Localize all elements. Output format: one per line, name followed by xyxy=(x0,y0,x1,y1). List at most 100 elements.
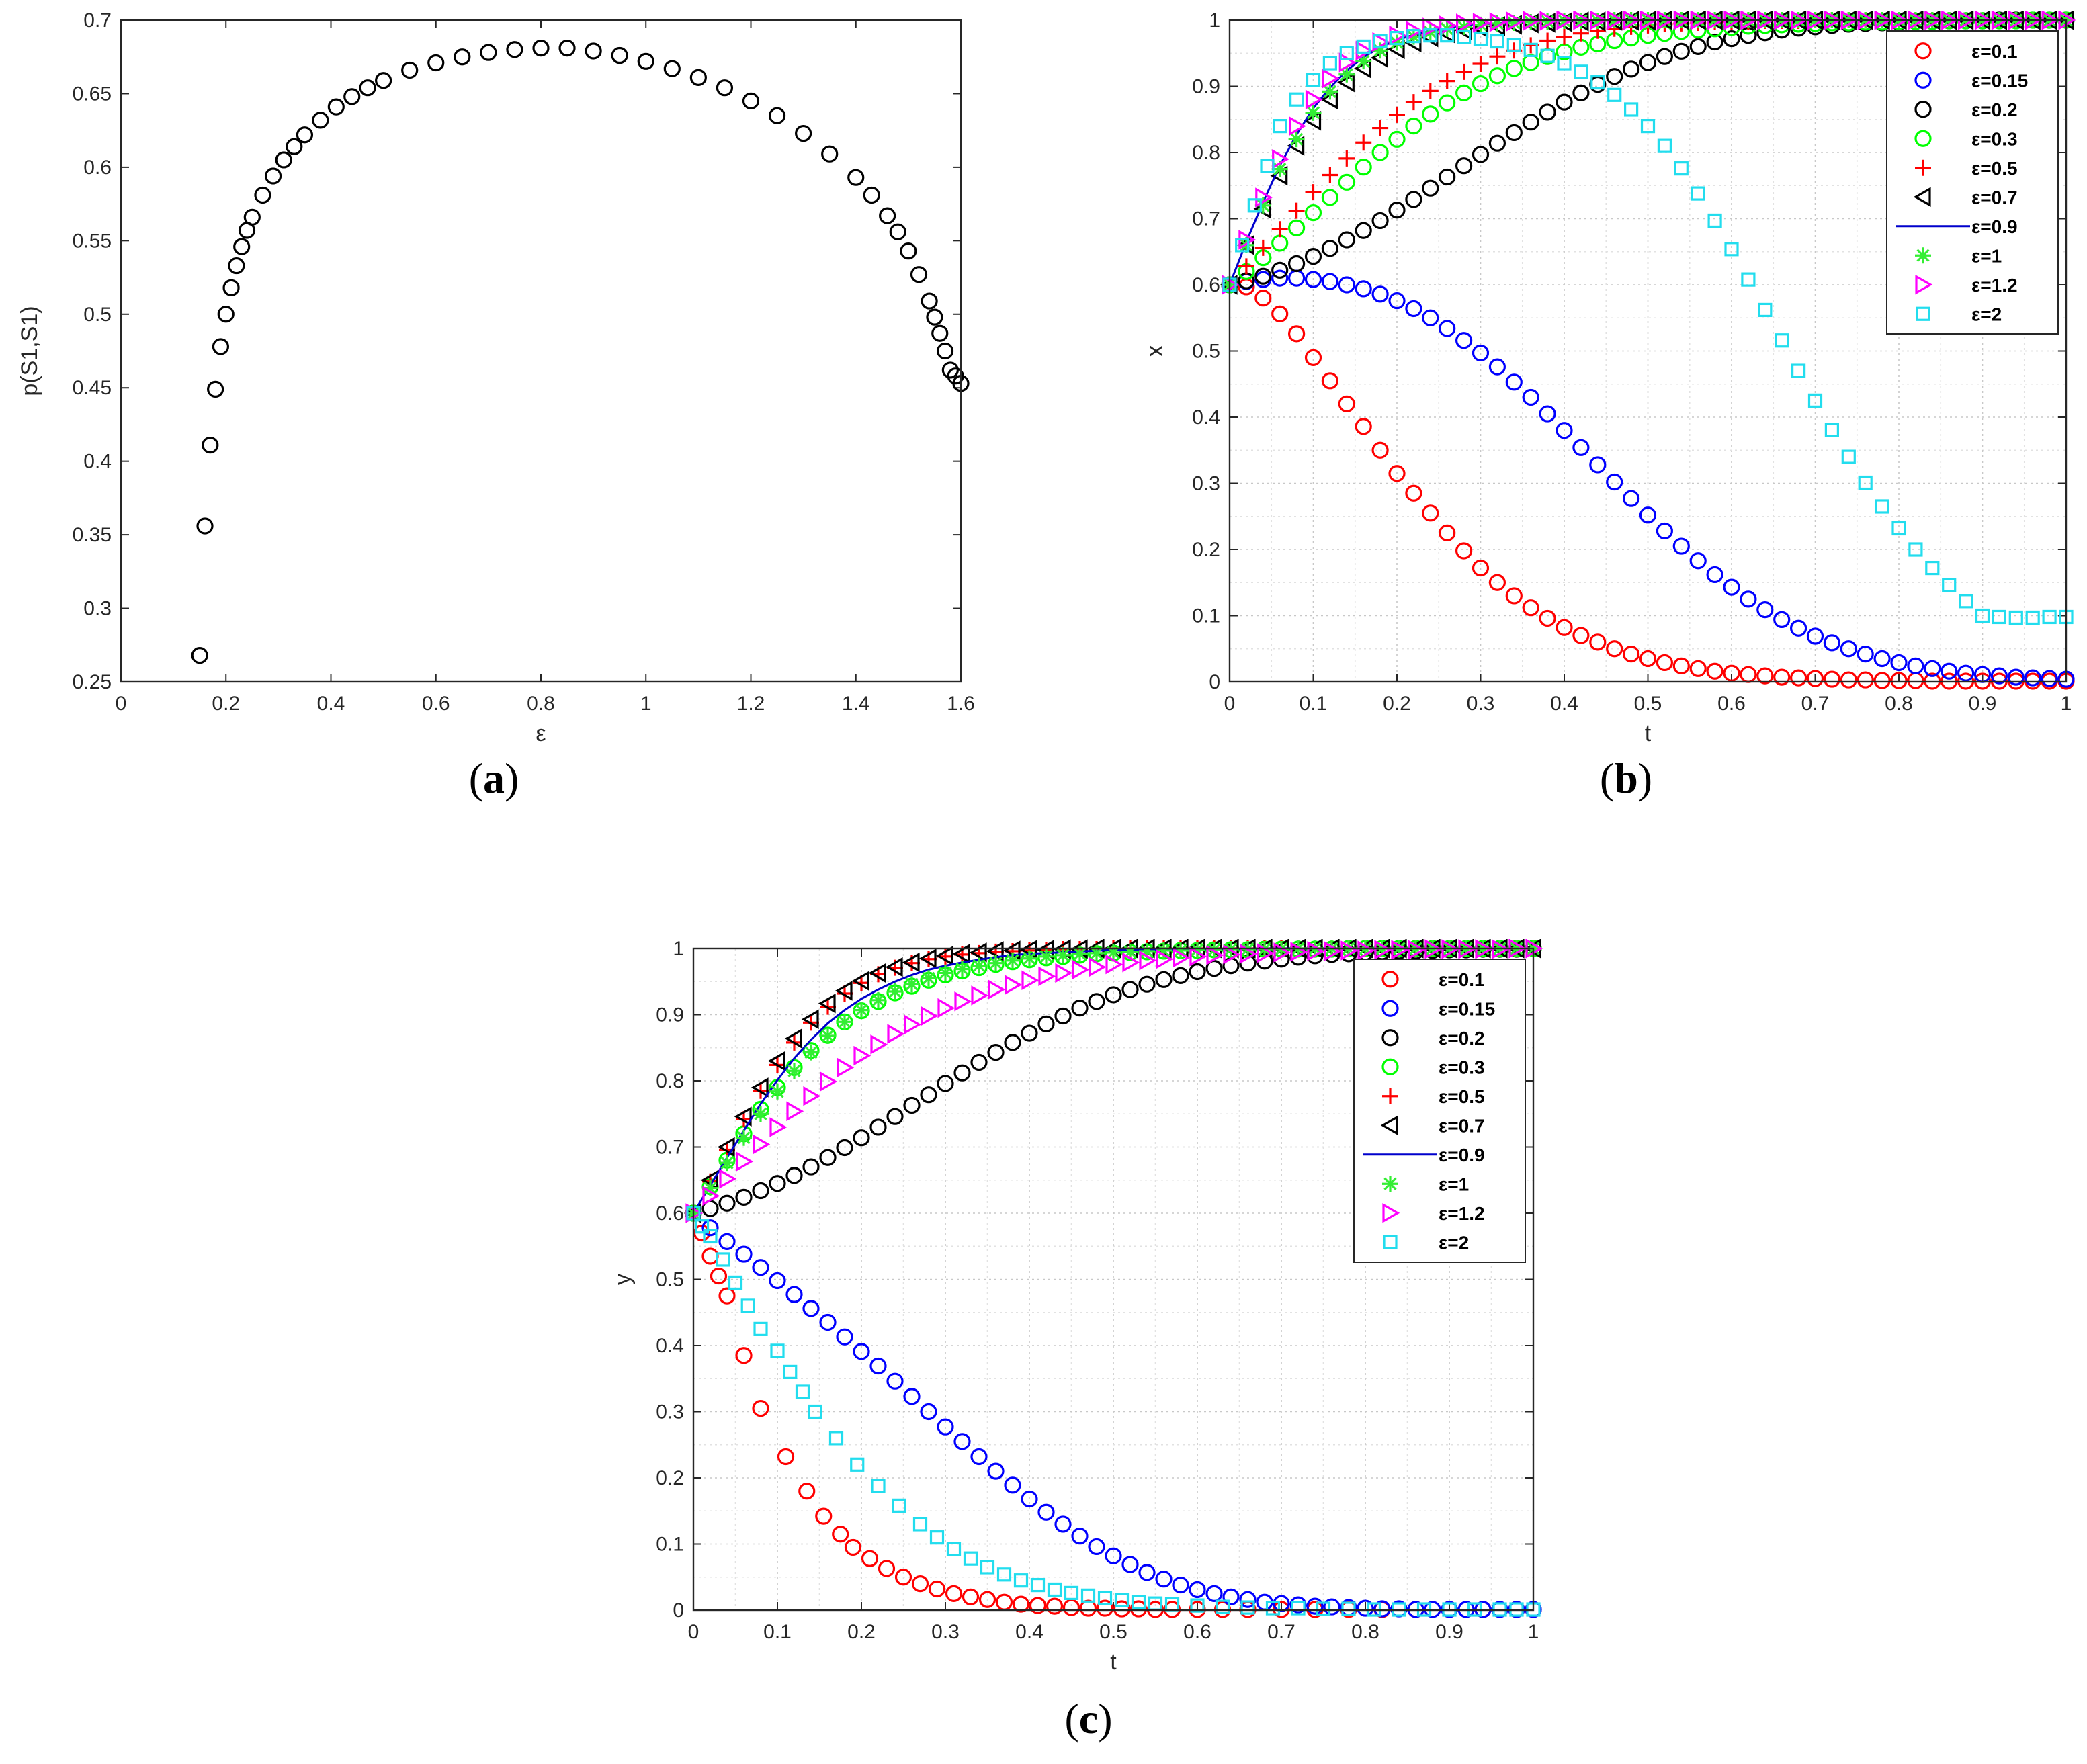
data-point xyxy=(1189,1581,1206,1599)
data-point xyxy=(694,1219,710,1234)
data-point xyxy=(1490,34,1504,49)
data-point xyxy=(1455,63,1472,80)
y-tick-label: 0.1 xyxy=(1192,605,1220,627)
data-point xyxy=(1405,484,1422,502)
legend-label: ε=0.9 xyxy=(1439,1145,1485,1165)
data-point xyxy=(900,242,917,260)
data-point xyxy=(1472,146,1490,163)
data-point xyxy=(1623,490,1640,507)
data-point xyxy=(1539,32,1556,49)
data-point xyxy=(2008,610,2023,625)
data-point xyxy=(769,1272,786,1290)
data-point xyxy=(1723,30,1740,48)
data-point xyxy=(1606,473,1623,491)
data-point xyxy=(1723,578,1740,596)
legend-marker xyxy=(1382,1088,1398,1104)
data-point xyxy=(904,1014,922,1035)
data-point xyxy=(752,1182,769,1200)
data-point xyxy=(1205,959,1223,977)
data-point xyxy=(716,79,734,97)
data-point xyxy=(1304,248,1322,265)
data-point xyxy=(718,1287,736,1305)
data-point xyxy=(828,1431,844,1446)
legend-label: ε=0.2 xyxy=(1439,1028,1485,1049)
y-tick-label: 0.45 xyxy=(73,377,112,399)
data-point xyxy=(1623,60,1640,78)
data-point xyxy=(837,1057,855,1078)
data-point xyxy=(783,1364,798,1380)
data-point xyxy=(920,1086,937,1104)
data-point xyxy=(1321,273,1339,290)
data-point xyxy=(886,1108,904,1125)
legend-label: ε=0.9 xyxy=(1971,216,2018,237)
data-point xyxy=(1371,441,1389,459)
data-point xyxy=(1355,53,1372,70)
data-point xyxy=(832,1526,849,1543)
data-point xyxy=(1271,269,1289,287)
data-point xyxy=(1321,189,1339,206)
y-tick-label: 0 xyxy=(1209,671,1220,693)
data-point xyxy=(1674,161,1689,176)
data-point xyxy=(1374,940,1392,960)
data-point xyxy=(2024,669,2041,687)
data-point xyxy=(736,1129,752,1146)
data-point xyxy=(1455,84,1473,101)
data-point xyxy=(887,983,903,1000)
data-point xyxy=(1488,358,1506,376)
y-tick-label: 0.8 xyxy=(1192,142,1220,164)
data-point xyxy=(978,1591,996,1608)
data-point xyxy=(1472,56,1489,73)
y-tick-label: 0.3 xyxy=(1192,473,1220,495)
data-point xyxy=(808,1404,822,1419)
data-point xyxy=(1240,944,1258,964)
data-point xyxy=(1071,1528,1089,1545)
data-point xyxy=(1706,662,1723,680)
data-point xyxy=(1004,1034,1021,1051)
data-point xyxy=(1105,986,1122,1004)
legend-marker xyxy=(1914,101,1932,118)
data-point xyxy=(798,1483,816,1500)
series-ε=0.15 xyxy=(685,1204,1542,1618)
legend-marker xyxy=(1916,306,1930,321)
data-point xyxy=(1756,667,1774,685)
data-point xyxy=(1254,290,1272,307)
data-point xyxy=(243,208,261,226)
data-point xyxy=(1506,11,1524,32)
data-point xyxy=(716,1252,730,1267)
data-point xyxy=(1322,167,1338,183)
data-point xyxy=(1339,46,1354,60)
legend-marker xyxy=(1381,1058,1399,1075)
y-tick-label: 0.7 xyxy=(656,1137,684,1159)
data-point xyxy=(1539,13,1556,30)
data-point xyxy=(1405,118,1422,135)
y-axis-label: y xyxy=(610,1274,636,1285)
data-point xyxy=(1522,114,1539,131)
data-point xyxy=(1030,1577,1046,1593)
legend-label: ε=2 xyxy=(1971,304,2002,324)
data-point xyxy=(1055,963,1073,983)
data-point xyxy=(1639,54,1657,71)
axes-ticks: 0 0.1 0.2 0.3 0.4 0.5 0.6 0.7 0.8 0.9 1 0 0.1 0.2 0.3 0… xyxy=(1192,9,2072,715)
data-point xyxy=(1439,524,1456,541)
data-point xyxy=(254,186,271,204)
series-ε=0.9 xyxy=(692,947,1533,1214)
data-point xyxy=(1097,1591,1113,1605)
y-tick-label: 0.7 xyxy=(1192,208,1220,230)
data-point xyxy=(753,1321,768,1336)
data-point xyxy=(912,1517,928,1532)
data-point xyxy=(1005,975,1023,995)
data-point xyxy=(1455,332,1473,349)
data-point xyxy=(929,1530,945,1545)
data-point xyxy=(702,1186,720,1206)
data-point xyxy=(1287,325,1306,343)
y-tick-label: 0.6 xyxy=(656,1202,684,1225)
data-point xyxy=(1131,1595,1146,1609)
data-point xyxy=(815,1507,833,1525)
data-point xyxy=(1238,258,1254,275)
data-point xyxy=(191,646,208,664)
data-point xyxy=(703,1229,718,1244)
data-point xyxy=(1606,640,1623,658)
data-point xyxy=(734,1106,752,1127)
data-point xyxy=(1322,68,1340,89)
data-point xyxy=(1038,948,1054,965)
